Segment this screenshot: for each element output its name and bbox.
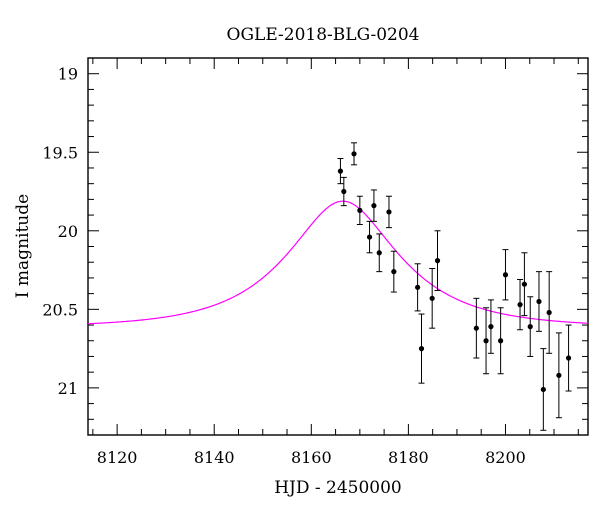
y-tick-label: 20 [58, 222, 78, 241]
data-point [535, 271, 542, 332]
data-point [517, 278, 524, 331]
data-point [502, 249, 509, 301]
x-tick-label: 8160 [291, 448, 332, 467]
data-point [565, 324, 572, 392]
point-marker [337, 168, 344, 174]
point-marker [418, 346, 425, 352]
data-point [366, 220, 373, 254]
data-point [473, 297, 480, 359]
point-marker [498, 338, 504, 344]
x-axis-label: HJD - 2450000 [274, 478, 402, 498]
point-marker [502, 272, 509, 278]
point-marker [488, 324, 494, 330]
axis-ticks [88, 57, 588, 436]
point-marker [429, 295, 435, 301]
point-marker [415, 284, 421, 290]
point-marker [434, 258, 441, 264]
data-point [418, 313, 425, 384]
data-point [483, 307, 490, 375]
point-marker [565, 355, 572, 361]
point-marker [357, 207, 363, 213]
point-marker [556, 372, 562, 378]
point-marker [517, 302, 523, 308]
data-point [546, 271, 553, 354]
data-point [337, 158, 344, 185]
y-tick-label: 19 [58, 65, 78, 84]
data-point [414, 263, 421, 312]
y-tick-label: 20.5 [42, 300, 78, 319]
plot-area [87, 142, 589, 431]
point-marker [366, 234, 373, 240]
x-tick-label: 8180 [388, 448, 429, 467]
point-marker [351, 151, 357, 157]
data-point [540, 348, 547, 431]
x-tick-label: 8200 [485, 448, 526, 467]
point-marker [536, 298, 542, 305]
x-tick-label: 8120 [97, 448, 138, 467]
data-point [351, 142, 358, 166]
y-axis-label: I magnitude [13, 194, 33, 298]
y-tick-label: 21 [58, 379, 78, 398]
point-marker [386, 209, 392, 215]
data-point [390, 250, 397, 293]
data-point [370, 189, 377, 222]
y-tick-label: 19.5 [42, 143, 78, 162]
x-tick-label: 8140 [194, 448, 235, 467]
data-point [429, 267, 436, 329]
point-marker [391, 269, 397, 275]
point-marker [527, 324, 533, 330]
data-points [337, 142, 572, 431]
data-point [555, 332, 562, 419]
data-point [340, 176, 347, 207]
point-marker [371, 203, 377, 209]
data-point [497, 307, 504, 375]
tick-labels: 8120 8140 8160 8180 8200 19 19.5 20 20.5 21 [42, 65, 525, 467]
chart-title: OGLE-2018-BLG-0204 [227, 25, 420, 45]
plot-frame [87, 57, 589, 436]
point-marker [540, 386, 546, 393]
point-marker [376, 250, 382, 256]
point-marker [521, 281, 528, 287]
point-marker [473, 325, 479, 331]
data-point [521, 252, 528, 317]
data-point [487, 299, 494, 354]
data-point [434, 230, 441, 291]
point-marker [483, 338, 489, 344]
point-marker [546, 309, 552, 316]
data-point [385, 195, 392, 229]
data-point [356, 195, 363, 226]
model-curve [87, 200, 589, 325]
point-marker [341, 188, 347, 195]
data-point [527, 296, 534, 357]
data-point [376, 233, 383, 273]
